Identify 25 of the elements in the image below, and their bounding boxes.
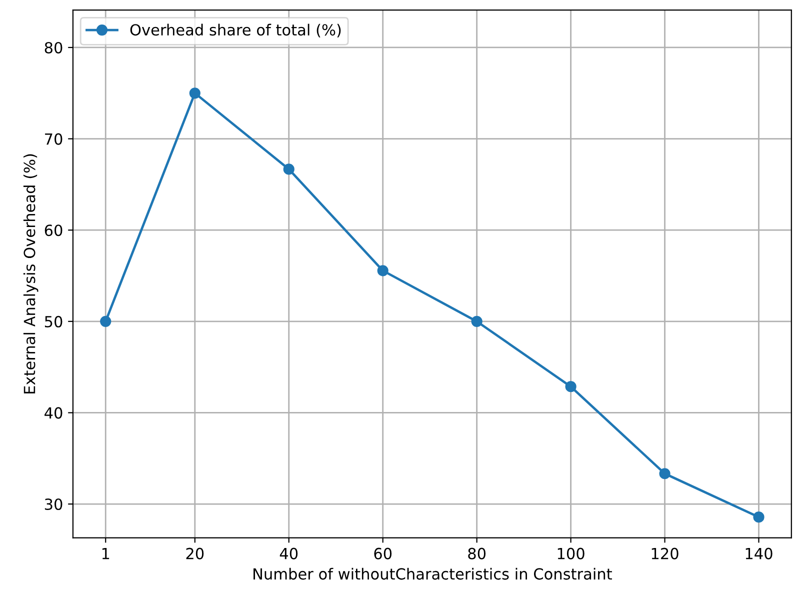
point [659, 468, 670, 480]
x-tick-label: 1 [102, 548, 110, 560]
point [753, 512, 764, 523]
legend-label: Overhead share of total (%) [130, 24, 341, 38]
x-tick-label: 100 [558, 548, 584, 560]
y-tick-label: 50 [44, 316, 62, 328]
point [100, 316, 112, 327]
x-tick-label: 80 [468, 548, 486, 560]
x-tick-label: 140 [746, 548, 772, 560]
y-tick-label: 30 [44, 498, 62, 510]
point [471, 316, 482, 327]
x-axis-title: Number of withoutCharacteristics in Constraint [254, 568, 612, 580]
point [565, 381, 576, 392]
point [377, 265, 388, 276]
x-tick-label: 20 [186, 548, 204, 560]
x-tick-label: 120 [652, 548, 678, 560]
point [189, 88, 200, 99]
y-tick-label: 80 [44, 42, 62, 54]
point [283, 164, 294, 175]
y-tick-label: 60 [44, 224, 62, 236]
y-tick-label: 40 [44, 407, 62, 419]
x-tick-label: 40 [280, 548, 298, 560]
x-tick-label: 60 [374, 548, 392, 560]
y-tick-label: 70 [45, 133, 62, 145]
y-axis-title: External Analysis Overhead (%) [23, 154, 38, 394]
